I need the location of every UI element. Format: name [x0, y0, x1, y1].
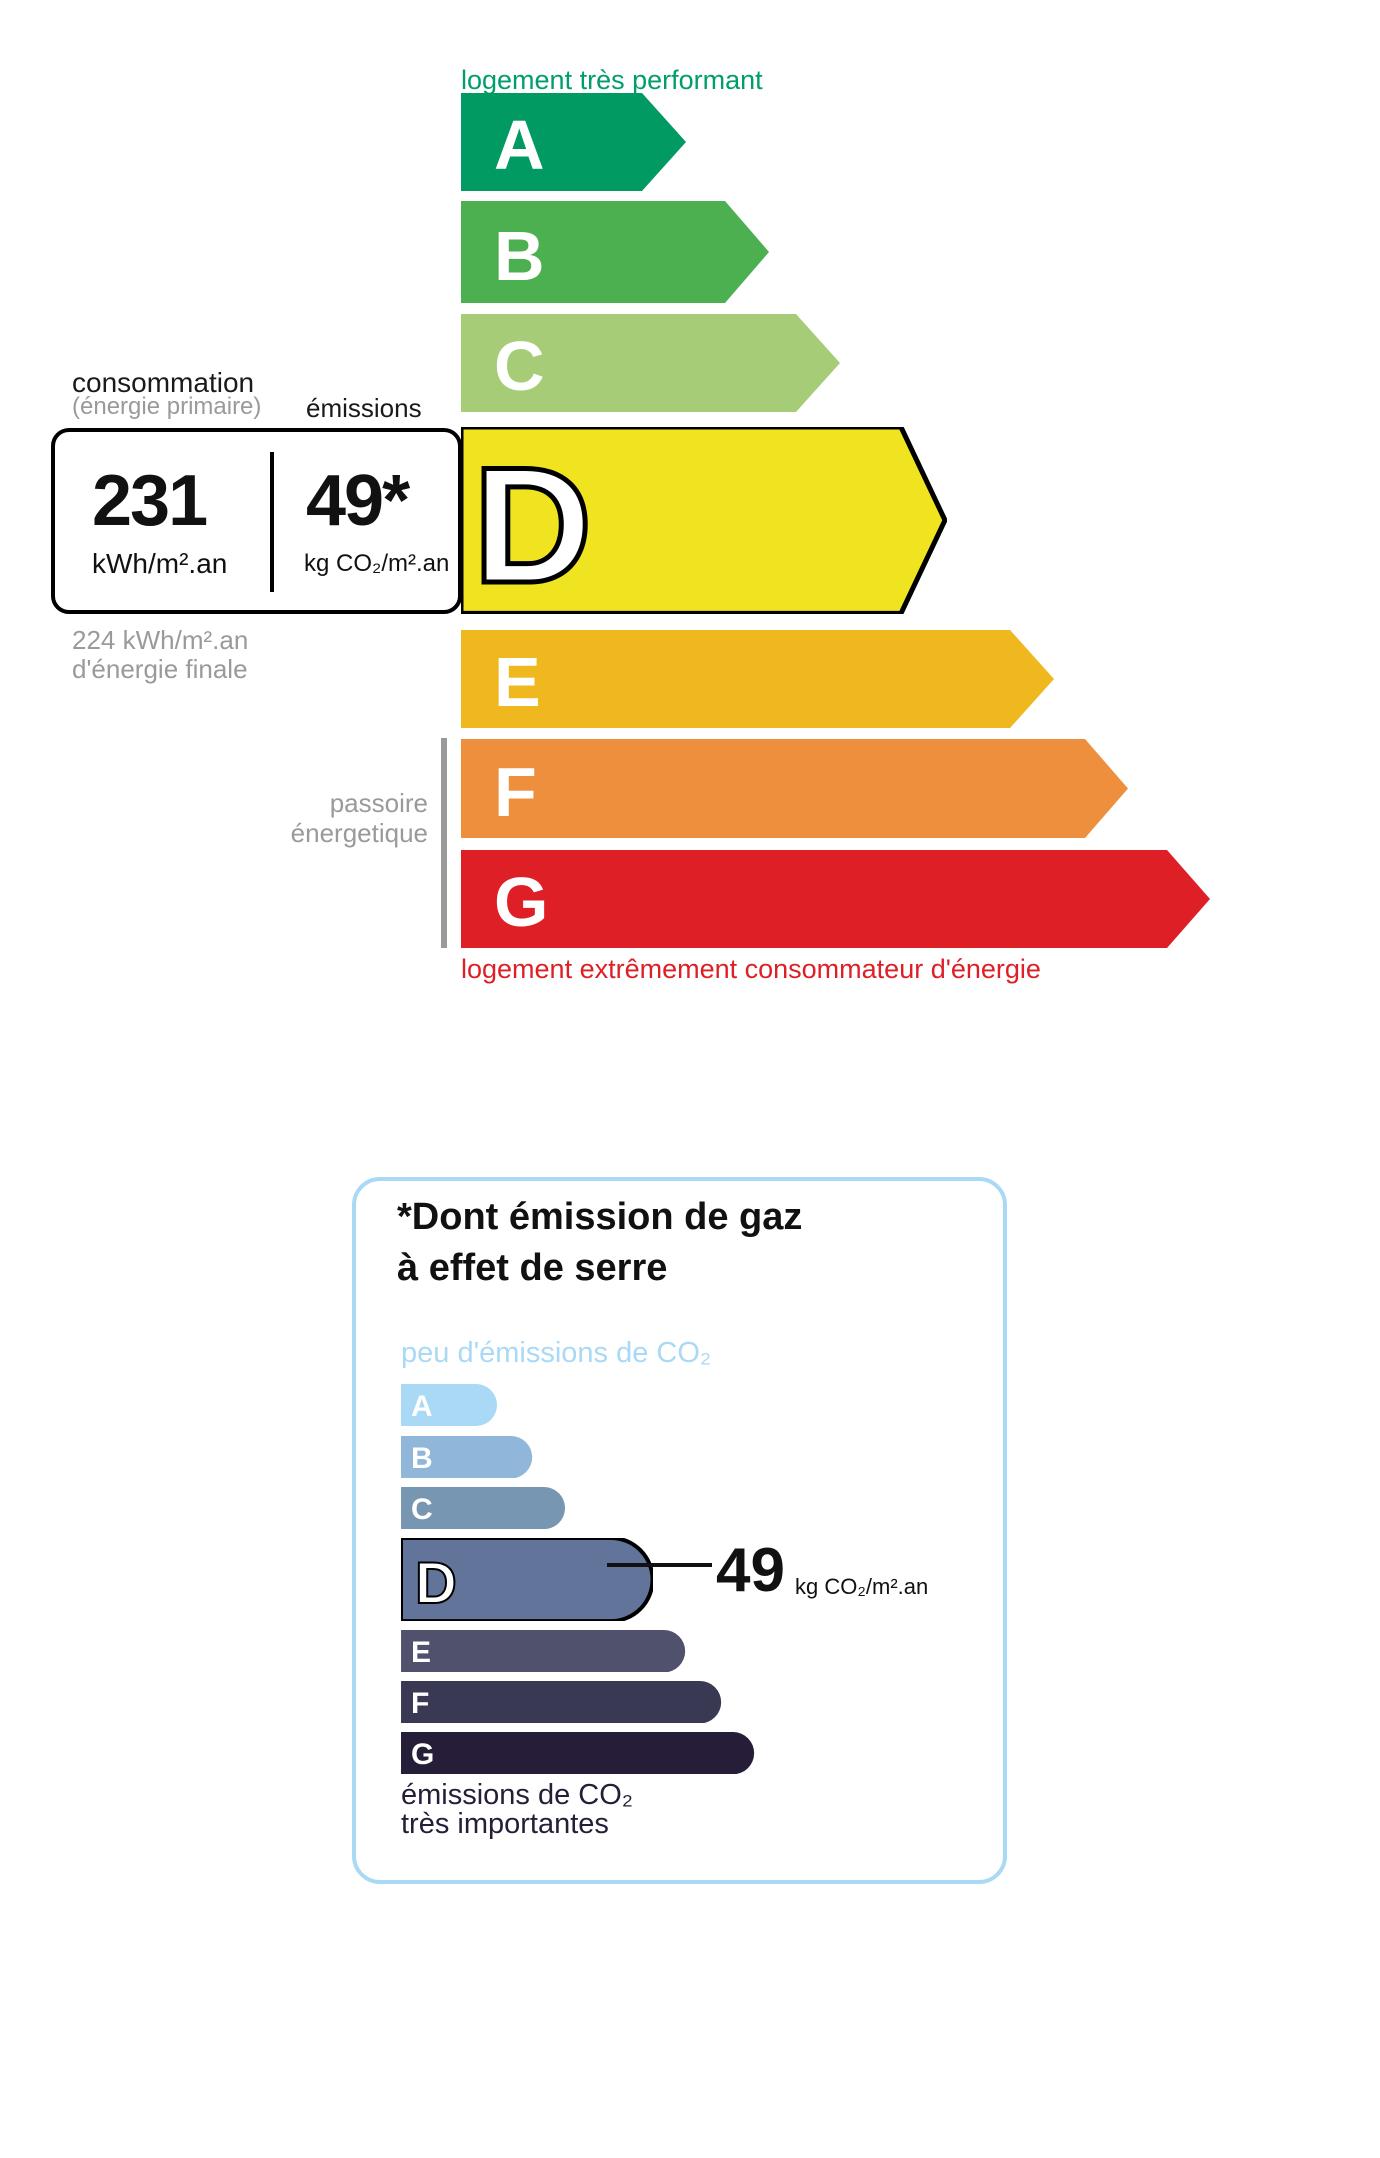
- svg-text:F: F: [494, 753, 537, 831]
- svg-text:A: A: [494, 106, 545, 184]
- svg-text:G: G: [494, 863, 548, 941]
- svg-text:E: E: [494, 643, 541, 721]
- svg-text:D: D: [473, 433, 592, 613]
- svg-text:B: B: [411, 1441, 433, 1474]
- svg-text:C: C: [494, 327, 545, 405]
- svg-text:C: C: [411, 1493, 433, 1526]
- svg-text:E: E: [411, 1636, 431, 1669]
- svg-text:F: F: [411, 1687, 429, 1720]
- svg-text:D: D: [415, 1552, 457, 1616]
- svg-text:A: A: [411, 1390, 433, 1423]
- svg-text:B: B: [494, 217, 545, 295]
- svg-text:G: G: [411, 1738, 434, 1771]
